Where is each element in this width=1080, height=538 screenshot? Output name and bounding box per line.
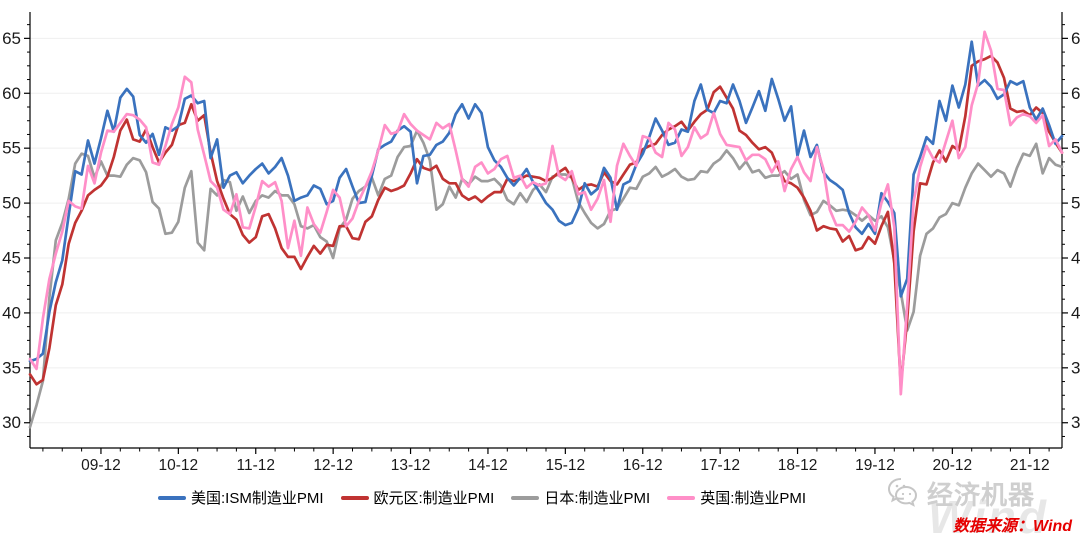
chart-legend: 美国:ISM制造业PMI 欧元区:制造业PMI 日本:制造业PMI 英国:制造业… (158, 487, 806, 508)
series-line-3 (28, 30, 1064, 396)
x-axis-tick-label: 09-12 (81, 457, 121, 474)
y-axis-tick-label-left: 55 (2, 139, 21, 158)
legend-item-eurozone: 欧元区:制造业PMI (340, 487, 495, 508)
japan-line-swatch-icon (511, 495, 540, 500)
y-axis-tick-label-right: 45 (1071, 249, 1080, 268)
brand-watermark-text: 经济机器 (927, 479, 1036, 510)
x-axis-tick-label: 17-12 (700, 457, 740, 474)
eurozone-line-swatch-icon (340, 495, 369, 500)
x-axis-tick-label: 21-12 (1010, 457, 1050, 474)
legend-item-japan: 日本:制造业PMI (511, 487, 650, 508)
x-axis-tick-label: 15-12 (546, 457, 586, 474)
y-axis-tick-label-left: 35 (2, 358, 21, 377)
x-axis-tick-label: 14-12 (468, 457, 508, 474)
legend-label-uk: 英国:制造业PMI (700, 490, 807, 507)
y-axis-tick-label-right: 60 (1071, 84, 1080, 103)
legend-label-japan: 日本:制造业PMI (544, 490, 651, 507)
legend-item-us: 美国:ISM制造业PMI (158, 487, 324, 508)
data-source-note: 数据来源：Wind (953, 518, 1072, 535)
y-axis-tick-label-left: 60 (2, 84, 21, 103)
y-axis-tick-label-left: 30 (2, 413, 21, 432)
y-axis-tick-label-left: 65 (2, 29, 21, 48)
brand-watermark: 经济机器 (885, 473, 1035, 513)
legend-item-uk: 英国:制造业PMI (667, 487, 806, 508)
wind-ghost-watermark: Wind (928, 491, 1048, 538)
y-axis-tick-label-left: 50 (2, 194, 21, 213)
x-axis-tick-label: 11-12 (237, 457, 276, 474)
x-axis-tick-label: 20-12 (933, 457, 973, 474)
y-axis-tick-label-right: 40 (1071, 303, 1080, 322)
y-axis-tick-label-right: 30 (1071, 413, 1080, 432)
x-axis-tick-label: 13-12 (391, 457, 431, 474)
x-axis-tick-label: 10-12 (159, 457, 199, 474)
x-axis-tick-label: 16-12 (623, 457, 663, 474)
us-line-swatch-icon (158, 495, 186, 500)
legend-label-eurozone: 欧元区:制造业PMI (373, 490, 495, 507)
legend-label-us: 美国:ISM制造业PMI (191, 490, 324, 507)
y-axis-tick-label-right: 65 (1071, 29, 1080, 48)
x-axis-tick-label: 12-12 (313, 457, 353, 474)
y-axis-tick-label-right: 55 (1071, 139, 1080, 158)
wechat-bubbles-icon (887, 478, 918, 507)
x-axis-tick-label: 18-12 (778, 457, 818, 474)
uk-line-swatch-icon (667, 495, 696, 500)
y-axis-tick-label-right: 35 (1071, 358, 1080, 377)
series-line-1 (28, 54, 1064, 387)
y-axis-tick-label-right: 50 (1071, 194, 1080, 213)
y-axis-tick-label-left: 45 (2, 249, 21, 268)
y-axis-tick-label-left: 40 (2, 303, 21, 322)
x-axis-tick-label: 19-12 (855, 457, 895, 474)
